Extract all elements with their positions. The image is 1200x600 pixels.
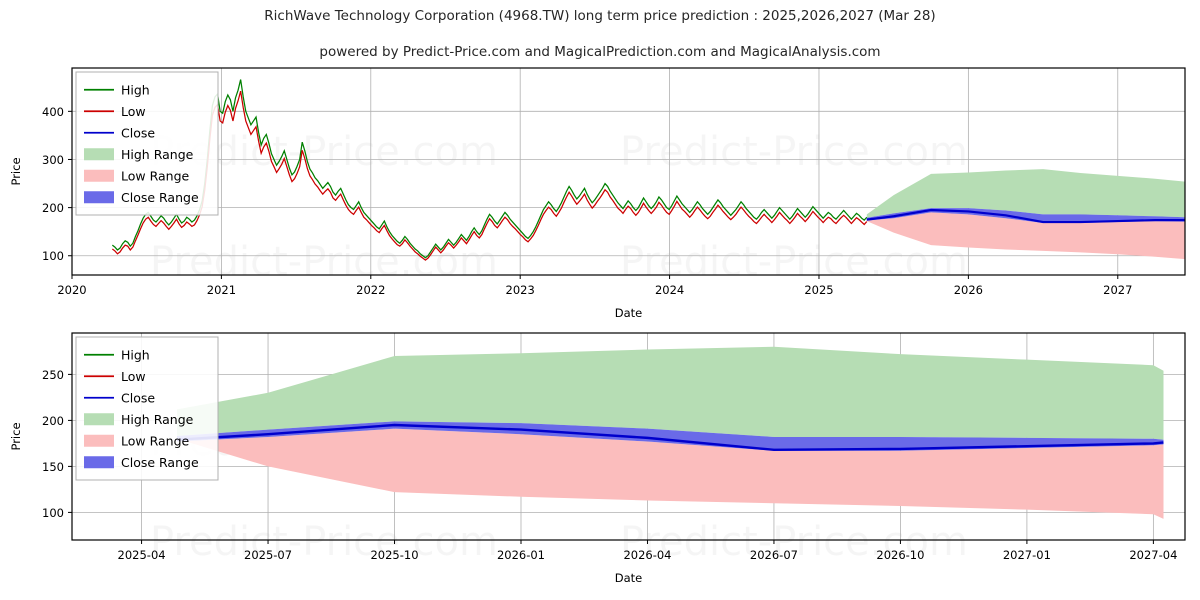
forecast-close-line bbox=[176, 423, 1164, 452]
legend-item[interactable]: Close Range bbox=[84, 455, 199, 470]
y-tick-label: 300 bbox=[42, 153, 64, 167]
legend-item[interactable]: Low Range bbox=[84, 433, 190, 448]
x-tick-label: 2025-10 bbox=[370, 548, 418, 562]
x-tick-label: 2025 bbox=[804, 283, 833, 297]
y-tick-label: 100 bbox=[42, 249, 64, 263]
legend-item-label: Low bbox=[121, 104, 146, 119]
bottom-chart-svg: Predict-Price.comPredict-Price.comPredic… bbox=[9, 332, 1186, 585]
x-tick-label: 2021 bbox=[207, 283, 236, 297]
x-tick-label: 2023 bbox=[506, 283, 535, 297]
legend-item[interactable]: Low bbox=[84, 104, 146, 119]
y-tick-label: 100 bbox=[42, 506, 64, 520]
legend-item[interactable]: High Range bbox=[84, 147, 194, 162]
x-tick-label: 2026-04 bbox=[623, 548, 671, 562]
x-tick-label: 2020 bbox=[57, 283, 86, 297]
legend-item[interactable]: Close bbox=[84, 390, 155, 405]
low-range-band bbox=[866, 212, 1185, 260]
x-tick-label: 2025-07 bbox=[244, 548, 292, 562]
page-subtitle: powered by Predict-Price.com and Magical… bbox=[319, 44, 881, 60]
top-chart-panel: Predict-Price.comPredict-Price.comPredic… bbox=[0, 60, 1200, 325]
y-axis-label: Price bbox=[9, 422, 23, 450]
y-tick-label: 200 bbox=[42, 201, 64, 215]
legend-item-label: High bbox=[121, 347, 150, 362]
legend-item[interactable]: Close bbox=[84, 125, 155, 140]
x-tick-label: 2026-10 bbox=[876, 548, 924, 562]
x-axis-label: Date bbox=[615, 571, 643, 585]
y-axis: 100 150 200 250 bbox=[42, 368, 72, 520]
legend-item-label: High Range bbox=[121, 147, 194, 162]
legend-item-label: Close bbox=[121, 125, 155, 140]
high-range-band bbox=[176, 346, 1164, 440]
legend-patch-swatch bbox=[84, 191, 114, 204]
legend-patch-swatch bbox=[84, 169, 114, 182]
y-axis: 100 200 300 400 bbox=[42, 105, 72, 263]
bottom-chart-panel: Predict-Price.comPredict-Price.comPredic… bbox=[0, 325, 1200, 600]
legend-item-label: Low Range bbox=[121, 433, 190, 448]
legend-item-label: High Range bbox=[121, 412, 194, 427]
legend-box bbox=[75, 336, 219, 481]
legend-item[interactable]: Low bbox=[84, 369, 146, 384]
watermark-text: Predict-Price.com bbox=[620, 239, 968, 285]
watermark-text: Predict-Price.com bbox=[150, 519, 498, 565]
x-axis: 2020 2021 2022 2023 2024 2025 2026 2027 bbox=[57, 275, 1132, 297]
legend-patch-swatch bbox=[84, 456, 114, 469]
x-tick-label: 2024 bbox=[655, 283, 684, 297]
page-title: RichWave Technology Corporation (4968.TW… bbox=[264, 8, 936, 24]
legend-item[interactable]: High Range bbox=[84, 412, 194, 427]
forecast-close-line bbox=[866, 208, 1185, 224]
y-tick-label: 150 bbox=[42, 460, 64, 474]
legend-patch-swatch bbox=[84, 434, 114, 447]
x-tick-label: 2026 bbox=[954, 283, 983, 297]
close-range-band bbox=[866, 208, 1185, 224]
x-tick-label: 2026-07 bbox=[750, 548, 798, 562]
legend-item[interactable]: Close Range bbox=[84, 190, 199, 205]
legend-item-label: Close Range bbox=[121, 190, 199, 205]
legend: High Low Close High Range Low Range Close Ran… bbox=[75, 71, 219, 216]
x-tick-label: 2026-01 bbox=[497, 548, 545, 562]
legend-item[interactable]: High bbox=[84, 82, 150, 97]
legend-item-label: High bbox=[121, 82, 150, 97]
gridlines bbox=[71, 68, 1185, 275]
watermark-text: Predict-Price.com bbox=[620, 129, 968, 175]
x-tick-label: 2027-04 bbox=[1129, 548, 1177, 562]
legend-item[interactable]: Low Range bbox=[84, 168, 190, 183]
history-low-line bbox=[111, 90, 868, 261]
y-tick-label: 400 bbox=[42, 105, 64, 119]
x-tick-label: 2027 bbox=[1103, 283, 1132, 297]
legend-patch-swatch bbox=[84, 148, 114, 161]
legend-item-label: Low bbox=[121, 369, 146, 384]
low-range-band bbox=[176, 428, 1164, 519]
legend-patch-swatch bbox=[84, 413, 114, 426]
x-axis: 2025-04 2025-07 2025-10 2026-01 2026-04 2026-… bbox=[118, 540, 1177, 562]
y-tick-label: 250 bbox=[42, 368, 64, 382]
x-axis-label: Date bbox=[615, 306, 643, 320]
y-axis-label: Price bbox=[9, 157, 23, 185]
plot-frame bbox=[71, 332, 1186, 541]
high-range-band bbox=[866, 169, 1185, 218]
x-tick-label: 2027-01 bbox=[1003, 548, 1051, 562]
legend-item[interactable]: High bbox=[84, 347, 150, 362]
x-tick-label: 2022 bbox=[356, 283, 385, 297]
legend-item-label: Low Range bbox=[121, 168, 190, 183]
legend-item-label: Close Range bbox=[121, 455, 199, 470]
legend-box bbox=[75, 71, 219, 216]
history-high-line bbox=[111, 79, 868, 259]
plot-frame bbox=[71, 67, 1186, 276]
close-range-band bbox=[176, 421, 1164, 451]
legend: High Low Close High Range Low Range Close Ran… bbox=[75, 336, 219, 481]
legend-item-label: Close bbox=[121, 390, 155, 405]
x-tick-label: 2025-04 bbox=[118, 548, 166, 562]
y-tick-label: 200 bbox=[42, 414, 64, 428]
top-chart-svg: Predict-Price.comPredict-Price.comPredic… bbox=[9, 67, 1186, 320]
